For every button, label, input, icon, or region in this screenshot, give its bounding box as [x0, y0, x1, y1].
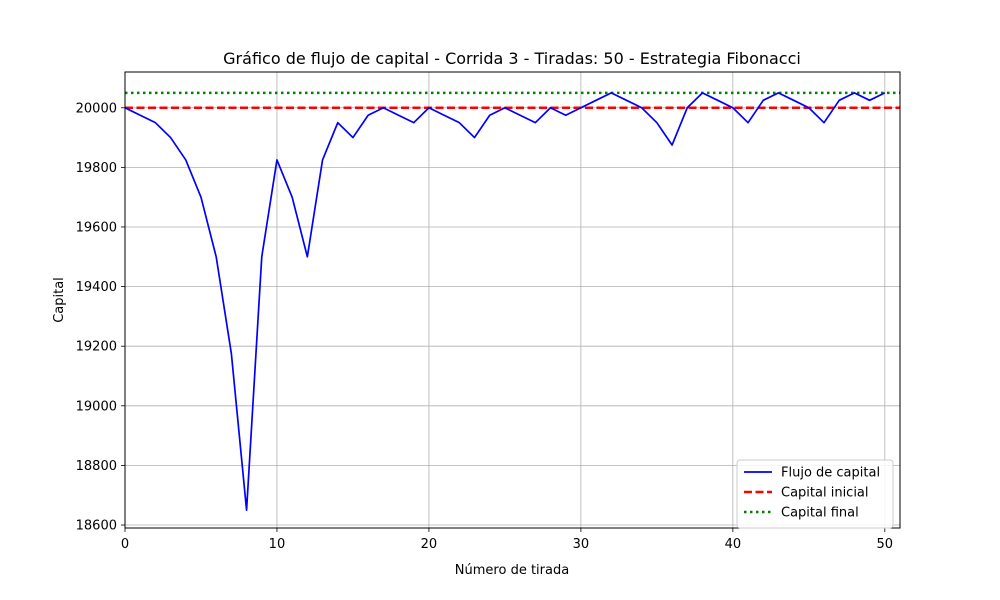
x-tick-label: 10 [269, 537, 286, 552]
legend-box [736, 459, 894, 529]
y-tick-label: 18800 [76, 459, 117, 474]
y-tick-label: 19000 [76, 399, 117, 414]
y-axis-label: Capital [52, 277, 67, 323]
x-axis-label: Número de tirada [455, 563, 569, 578]
legend-label-flujo-de-capital: Flujo de capital [781, 466, 880, 481]
chart-title: Gráfico de flujo de capital - Corrida 3 … [223, 49, 801, 68]
legend-label-capital-final: Capital final [781, 506, 859, 521]
flujo-de-capital-line [124, 92, 886, 511]
y-tick-label: 19200 [76, 340, 117, 355]
y-tick-label: 19800 [76, 161, 117, 176]
reference-lines [125, 91, 900, 110]
y-tick-label: 19400 [76, 280, 117, 295]
legend: Flujo de capital Capital inicial Capital f… [736, 459, 894, 529]
legend-label-capital-inicial: Capital inicial [781, 486, 869, 501]
x-tick-label: 0 [121, 537, 129, 552]
y-tick-label: 18600 [76, 519, 117, 534]
y-axis-ticks: 18600 18800 19000 19200 19400 19600 19800 20000 [76, 101, 125, 534]
x-tick-label: 50 [877, 537, 894, 552]
x-tick-label: 30 [573, 537, 590, 552]
legend-items: Flujo de capital Capital inicial Capital f… [744, 466, 880, 521]
y-tick-label: 20000 [76, 101, 117, 116]
series-lines [124, 92, 886, 511]
y-tick-label: 19600 [76, 220, 117, 235]
plot-frame [124, 71, 901, 529]
x-axis-ticks: 0 10 20 30 40 50 [121, 528, 893, 552]
x-tick-label: 20 [421, 537, 438, 552]
x-tick-label: 40 [725, 537, 742, 552]
